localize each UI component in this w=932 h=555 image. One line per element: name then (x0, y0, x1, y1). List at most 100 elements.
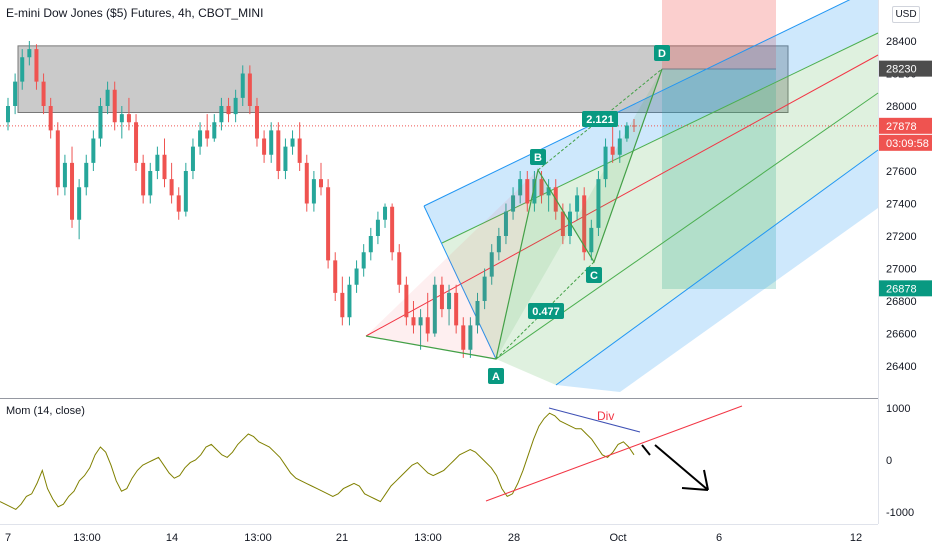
candle-body (198, 130, 203, 147)
candle-body (532, 179, 537, 204)
price-tick-label: 26600 (886, 329, 917, 341)
pitchfork-upper-line (423, 0, 851, 207)
pattern-point-label: A (492, 371, 500, 383)
pattern-point-d-badge (654, 45, 670, 61)
candle-body (361, 252, 366, 269)
price-tick-label: 27400 (886, 199, 917, 211)
time-tick-label: 28 (508, 532, 520, 544)
time-tick-label: 13:00 (73, 532, 101, 544)
momentum-trendline (485, 405, 743, 502)
pattern-point-b-badge (530, 149, 546, 165)
pitchfork-median-line (365, 54, 879, 337)
candle-body (333, 260, 338, 293)
momentum-tick-label: 0 (886, 455, 892, 467)
candle-body (141, 162, 146, 196)
candle-body (432, 284, 437, 334)
candle-body (582, 195, 587, 253)
candle-body (546, 187, 551, 196)
divergence-label: Div (597, 409, 614, 423)
candle-body (205, 130, 210, 139)
candle-body (84, 162, 89, 188)
pattern-ac-line (495, 261, 595, 360)
candle-body (425, 317, 430, 334)
candle-body (439, 284, 444, 310)
candle-body (319, 179, 323, 188)
candle-body (247, 73, 252, 106)
candle-body (411, 317, 416, 326)
ratio-badge (582, 111, 618, 127)
candle-body (226, 106, 231, 115)
candle-body (112, 89, 117, 123)
indicator-label: Mom (14, close) (6, 405, 85, 417)
price-axis-badge-label: 27878 (886, 121, 917, 133)
candle-body (148, 171, 153, 196)
candle-body (27, 49, 32, 58)
downside-arrow (641, 444, 709, 491)
candle-body (404, 284, 409, 318)
candle-body (283, 146, 288, 171)
price-tick-label: 26800 (886, 296, 917, 308)
candle-body (262, 138, 267, 155)
pattern-abcd-fill (496, 69, 662, 359)
price-axis-badge (879, 280, 932, 297)
currency-button[interactable]: USD (892, 6, 920, 23)
candle-body (610, 146, 615, 155)
candle-body (482, 276, 487, 301)
pattern-point-a-badge (488, 368, 504, 384)
divergence-line (548, 407, 641, 433)
price-axis-badge (879, 134, 932, 151)
candle-body (567, 211, 572, 236)
candle-body (6, 106, 10, 123)
candle-body (176, 195, 181, 212)
pattern-point-c-badge (586, 267, 602, 283)
candle-body (77, 187, 82, 220)
candle-body (503, 211, 508, 236)
candle-body (269, 130, 274, 155)
price-tick-label: 27200 (886, 231, 917, 243)
candle-body (55, 130, 60, 188)
candle-body (454, 292, 459, 326)
pattern-bd-line (537, 68, 663, 171)
price-tick-label: 28400 (886, 36, 917, 48)
candle-body (475, 301, 480, 326)
candle-body (91, 138, 96, 163)
price-axis-badge-label: 26878 (886, 283, 917, 295)
price-tick-label: 27600 (886, 166, 917, 178)
ratio-label: 0.477 (532, 306, 560, 318)
candle-body (20, 57, 25, 82)
candle-body (418, 317, 423, 326)
candle-body (589, 227, 594, 253)
price-axis-badge (879, 60, 932, 77)
candle-body (560, 211, 565, 236)
candle-body (240, 73, 245, 98)
candle-body (219, 106, 224, 123)
price-tick-label: 26400 (886, 361, 917, 373)
candle-body (155, 154, 160, 171)
pitchfork-upper-band (424, 0, 878, 243)
candle-body (596, 179, 601, 228)
candle-body (617, 138, 622, 155)
candle-body (290, 138, 295, 147)
candle-body (489, 252, 494, 277)
candle-body (603, 146, 608, 180)
candle-body (13, 81, 18, 106)
candle-body (624, 125, 629, 139)
candle-body (105, 89, 110, 106)
stop-loss-zone (662, 0, 776, 69)
candle-body (126, 114, 131, 123)
ratio-label: 2.121 (586, 114, 614, 126)
time-tick-label: 13:00 (244, 532, 272, 544)
price-tick-label: 27000 (886, 264, 917, 276)
pattern-point-label: D (658, 48, 666, 60)
candle-body (525, 179, 530, 204)
candle-body (212, 122, 217, 139)
candle-body (368, 236, 373, 253)
candle-body (297, 138, 302, 163)
candle-body (41, 81, 46, 106)
pitchfork-base-line (423, 205, 497, 360)
candle-body (134, 122, 139, 163)
pitchfork-lower-band (556, 150, 878, 392)
candle-body (276, 130, 281, 171)
